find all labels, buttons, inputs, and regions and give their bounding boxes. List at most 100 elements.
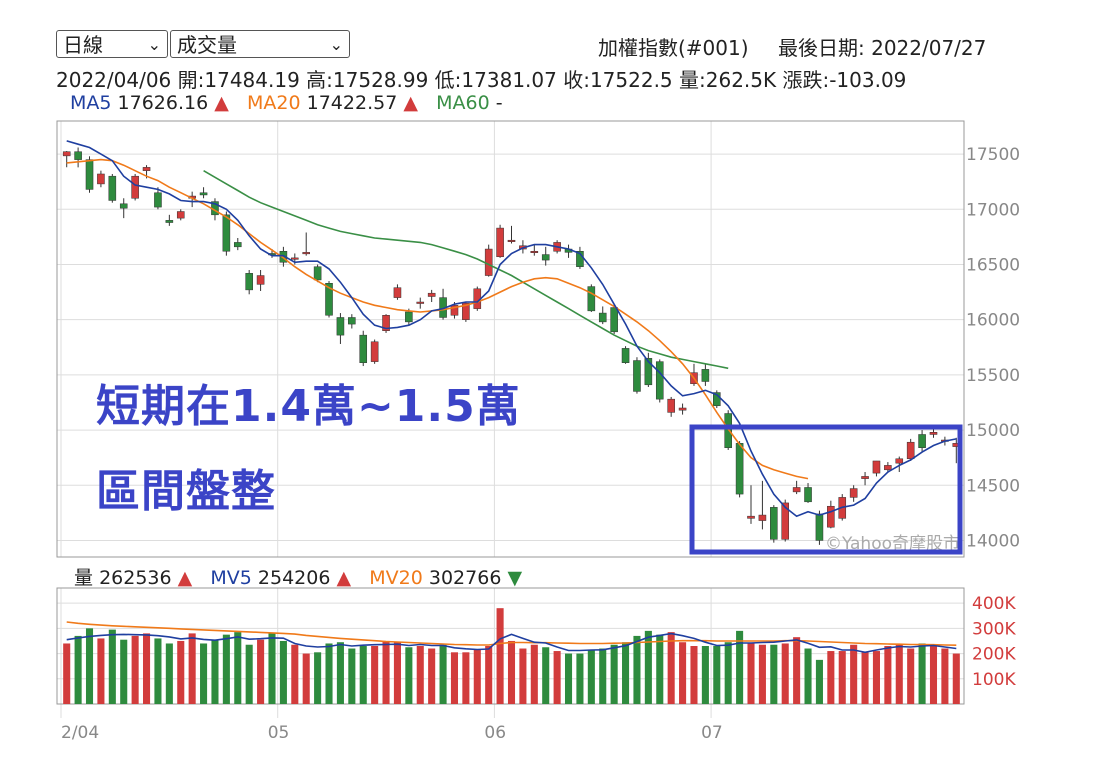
volume-bar [542,647,550,704]
volume-bar [371,646,379,704]
volume-bar [405,647,413,704]
candle-body [279,250,288,263]
volume-bar [770,644,778,704]
candle-body [906,441,915,460]
candle-body [530,250,539,253]
volume-bar [895,644,903,704]
candle-body [770,507,778,540]
volume-bar [507,640,516,704]
volume-bar [713,646,721,704]
candle-body [827,505,835,528]
volume-bar [861,652,869,704]
volume-tick-label: 300K [972,619,1016,639]
ma-lines [66,140,957,518]
volume-bar [211,639,219,704]
candle-body [336,317,345,336]
price-tick-label: 14500 [966,476,1020,496]
mv20-arrow: ▼ [507,567,523,589]
annotation-line-2: 區間盤整 [96,466,276,517]
volume-bar [633,635,641,704]
candle-body [405,311,413,323]
ma5-line [66,140,957,518]
volume-bar [120,639,128,704]
volume-bar [108,629,116,704]
period-select-value: 日線 [63,33,103,57]
volume-bar [336,642,344,704]
volume-bar [177,640,185,704]
period-select[interactable]: 日線 ⌄ [56,30,168,58]
candle-body [427,292,436,297]
candle-body [393,287,402,298]
candle-body [199,192,208,196]
ma5-label: MA5 [70,92,112,114]
candle-body [918,434,926,448]
candle-body [667,398,675,413]
price-tick-label: 17500 [966,145,1020,165]
volume-bar [815,659,823,704]
volume-bar [416,646,424,704]
vol-label: 量 [74,567,94,589]
ma20-label: MA20 [247,92,301,114]
index-name: 加權指數(#001) [598,36,749,60]
ma60-value: - [495,92,503,114]
candle-body [291,257,299,260]
quote-line: 2022/04/06 開:17484.19 高:17528.99 低:17381… [56,68,907,92]
volume-bars [63,608,960,704]
candle-body [131,175,139,199]
price-tick-label: 17000 [966,200,1020,220]
highlight-box [689,424,963,555]
volume-bar [872,651,880,704]
x-axis: 2/04 05 06 07 [61,723,723,743]
x-tick-label: 06 [484,723,506,743]
candle-body [587,286,596,312]
candle-body [142,167,151,171]
price-tick-label: 16500 [966,255,1020,275]
candle-body [348,317,356,325]
candle-body [108,175,117,201]
volume-bar [382,640,390,704]
candle-body [872,460,881,474]
mv5-line [66,632,957,654]
candle-body [370,341,379,362]
indicator-select[interactable]: 成交量 ⌄ [170,30,350,58]
candle-body [325,283,333,316]
candle-body [655,361,664,400]
chevron-down-icon: ⌄ [329,35,343,54]
volume-tick-label: 100K [972,670,1016,690]
volume-bar [724,642,732,704]
candle-body [724,413,732,448]
mv5-arrow: ▲ [336,567,352,589]
price-tick-label: 15000 [966,421,1020,441]
volume-bar [302,653,310,704]
volume-bar [679,642,687,704]
volume-bar [952,653,960,704]
ma60-line [203,170,729,370]
volume-bar [257,639,265,704]
last-date: 最後日期: 2022/07/27 [778,36,987,60]
candle-body [85,159,94,190]
ma60-label: MA60 [436,92,490,114]
vol-arrow: ▲ [177,567,193,589]
volume-bar [439,644,447,704]
vol-value: 262536 [99,567,172,589]
volume-bar [234,632,242,704]
candle-body [97,173,105,185]
candle-body [747,515,755,519]
volume-bar [428,648,436,704]
volume-bar [97,638,105,704]
candle-body [895,458,904,464]
volume-bar [736,630,744,704]
mv-lines [66,621,957,654]
mv20-line [66,621,957,646]
ma5-value: 17626.16 [117,92,209,114]
volume-bar [599,648,607,704]
volume-bar [530,644,538,704]
volume-bar [850,644,858,704]
ma-legend: MA5 17626.16 ▲ MA20 17422.57 ▲ MA60 - [70,92,503,114]
volume-bar [485,646,493,704]
candle-body [735,443,744,495]
candle-body [233,242,242,248]
volume-bar [314,652,322,704]
volume-bar [325,643,333,704]
